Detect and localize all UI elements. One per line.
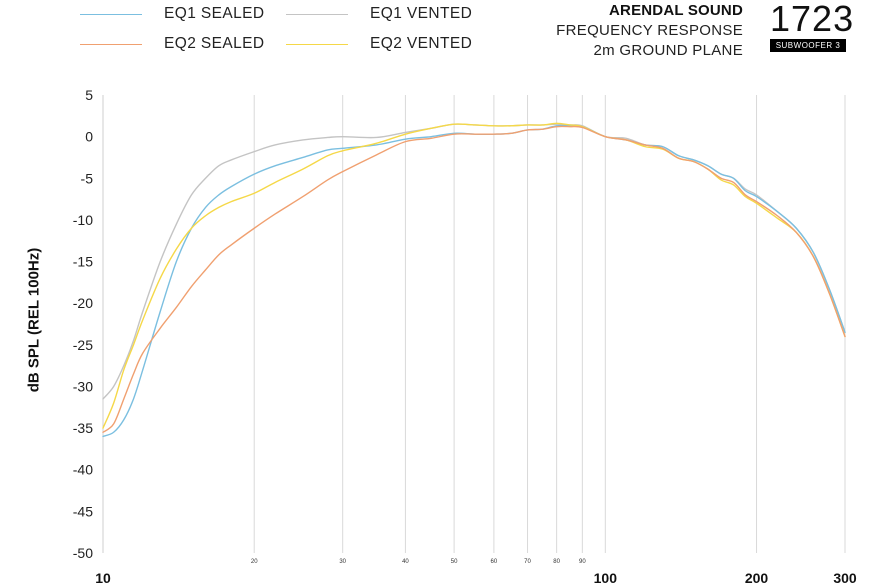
- legend-item-eq2-sealed: EQ2 SEALED: [80, 35, 265, 53]
- x-tick-label: 300: [833, 570, 857, 585]
- legend-swatch: [80, 43, 142, 45]
- x-tick-label: 200: [745, 570, 769, 585]
- series-lines: [102, 122, 846, 438]
- y-tick-label: -35: [73, 420, 93, 436]
- x-minor-tick-label: 30: [339, 559, 346, 565]
- series-line-eq2-sealed: [102, 125, 846, 433]
- x-tick-label: 100: [594, 570, 618, 585]
- legend-swatch: [286, 13, 348, 15]
- legend-swatch: [286, 43, 348, 45]
- y-tick-label: 5: [85, 87, 93, 103]
- legend-label: EQ1 SEALED: [164, 5, 265, 22]
- legend-label: EQ2 VENTED: [370, 35, 473, 52]
- series-line-eq2-vented: [102, 122, 846, 429]
- series-line-eq1-sealed: [102, 124, 846, 438]
- chart-title: FREQUENCY RESPONSE: [556, 22, 743, 39]
- x-minor-tick-label: 60: [491, 559, 498, 565]
- logo-number: 1723: [770, 0, 855, 39]
- series-line-eq1-vented: [102, 123, 846, 400]
- logo-tag: SUBWOOFER 3: [770, 39, 846, 52]
- y-axis-label: dB SPL (REL 100Hz): [25, 247, 43, 393]
- product-logo: 1723 SUBWOOFER 3: [770, 0, 855, 52]
- y-tick-label: -15: [73, 254, 93, 270]
- y-tick-label: -30: [73, 378, 93, 394]
- y-tick-label: -40: [73, 462, 93, 478]
- y-tick-label: 0: [85, 129, 93, 145]
- legend-item-eq2-vented: EQ2 VENTED: [286, 35, 472, 53]
- brand-name: ARENDAL SOUND: [609, 2, 743, 19]
- x-minor-tick-label: 70: [524, 559, 531, 565]
- x-tick-label: 10: [95, 570, 111, 585]
- x-minor-tick-label: 40: [402, 559, 409, 565]
- legend-item-eq1-sealed: EQ1 SEALED: [80, 5, 265, 23]
- x-minor-tick-label: 50: [451, 559, 458, 565]
- y-tick-label: -5: [81, 170, 94, 186]
- y-tick-label: -20: [73, 295, 93, 311]
- y-tick-label: -45: [73, 503, 93, 519]
- y-tick-label: -10: [73, 212, 93, 228]
- legend-label: EQ2 SEALED: [164, 35, 265, 52]
- legend-item-eq1-vented: EQ1 VENTED: [286, 5, 472, 23]
- y-tick-labels: 5 0 -5 -10 -15 -20 -25 -30 -35 -40 -45 -50: [73, 87, 93, 561]
- chart-subtitle: 2m GROUND PLANE: [593, 42, 743, 59]
- x-minor-tick-label: 90: [579, 559, 586, 565]
- x-minor-tick-label: 20: [251, 559, 258, 565]
- legend-label: EQ1 VENTED: [370, 5, 473, 22]
- legend-swatch: [80, 13, 142, 15]
- chart-title-block: ARENDAL SOUND FREQUENCY RESPONSE 2m GROU…: [556, 1, 743, 61]
- y-tick-label: -50: [73, 545, 93, 561]
- x-tick-labels: 10 100 200 300 20 30 40 50 60 70 80 90: [95, 559, 857, 585]
- y-tick-label: -25: [73, 337, 93, 353]
- x-minor-tick-label: 80: [553, 559, 560, 565]
- grid-lines: [102, 95, 846, 553]
